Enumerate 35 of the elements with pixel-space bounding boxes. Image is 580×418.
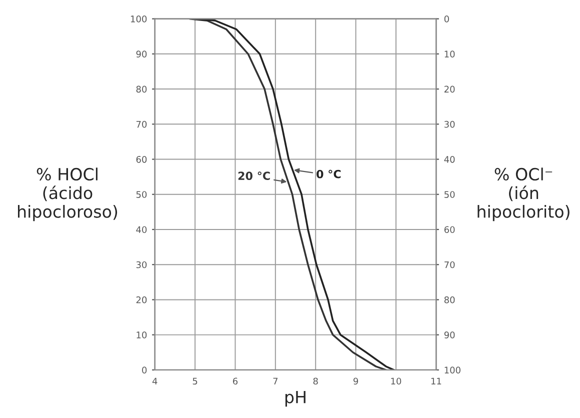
y2-tick-label: 90: [444, 332, 455, 338]
y2-axis-title: % OCl⁻ (ión hipoclorito): [478, 168, 570, 222]
y2-tick-label: 60: [444, 226, 455, 234]
y-tick-label: 30: [136, 261, 147, 268]
y-tick-label: 40: [136, 226, 147, 234]
y-tick-label: 70: [136, 120, 147, 128]
x-tick-label: 4: [152, 378, 158, 384]
y-tick-label: 90: [136, 50, 147, 58]
y-tick-label: 100: [130, 16, 147, 22]
y2-tick-label: 40: [444, 156, 455, 163]
y-tick-label: 80: [136, 86, 147, 93]
y-axis-title: % HOCl (ácido hipocloroso): [18, 168, 118, 222]
y2-tick-label: 70: [444, 261, 455, 268]
x-tick-label: 11: [431, 378, 442, 384]
y2-tick-label: 0: [444, 16, 449, 22]
series-label: 0 °C: [316, 170, 341, 178]
y-tick-label: 0: [142, 366, 147, 374]
y2-tick-label: 50: [444, 191, 455, 198]
y-tick-label: 60: [136, 156, 147, 163]
y2-tick-label: 10: [444, 50, 455, 58]
x-axis-title: pH: [285, 390, 306, 407]
y2-tick-label: 20: [444, 86, 455, 93]
y2-tick-label: 100: [444, 366, 460, 374]
y-tick-label: 10: [136, 332, 147, 338]
y2-tick-label: 30: [444, 120, 455, 128]
x-tick-label: 9: [353, 378, 358, 385]
x-tick-label: 7: [273, 378, 278, 384]
series-label: 20 °C: [238, 172, 270, 180]
y-tick-label: 50: [136, 191, 147, 198]
x-tick-label: 10: [391, 378, 402, 385]
x-tick-label: 5: [192, 378, 198, 385]
y-tick-label: 20: [136, 296, 147, 304]
x-tick-label: 6: [232, 378, 238, 385]
x-tick-label: 8: [313, 378, 318, 385]
y2-tick-label: 80: [444, 296, 455, 304]
